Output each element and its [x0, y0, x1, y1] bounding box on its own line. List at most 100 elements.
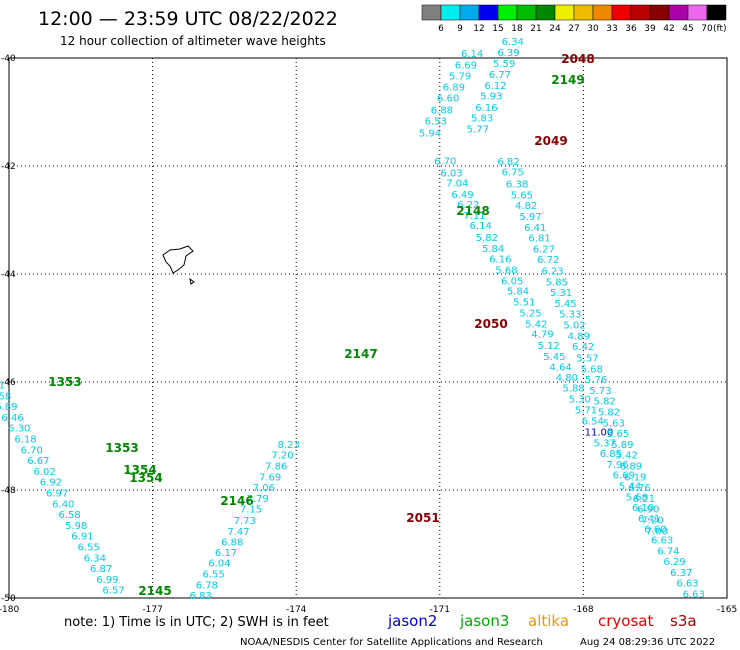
scale-swatch: [706, 4, 727, 21]
pass-label: 2050: [474, 317, 507, 331]
wave-height-point: 5.44: [619, 481, 641, 492]
wave-height-point: 5.82: [594, 397, 616, 408]
scale-label: 6: [438, 24, 444, 34]
wave-height-point: 11.00: [585, 427, 614, 438]
scale-label: 27: [568, 24, 579, 34]
grid-lines: [9, 58, 727, 598]
wave-height-point: 7.69: [259, 472, 281, 483]
wave-height-point: 6.03: [440, 168, 462, 179]
wave-height-point: 6.34: [84, 553, 106, 564]
wave-height-point: 5.51: [513, 297, 535, 308]
wave-height-point: 6.58: [0, 391, 11, 402]
scale-label: 12: [473, 24, 484, 34]
wave-height-point: 6.83: [190, 591, 212, 602]
x-tick-label: -165: [717, 605, 737, 615]
scale-swatch: [554, 4, 575, 21]
y-tick-label: -40: [1, 54, 16, 64]
wave-height-point: 7.79: [246, 494, 268, 505]
satellite-legend-item: s3a: [670, 612, 697, 630]
wave-height-point: 6.57: [102, 586, 124, 597]
x-tick-label: -168: [573, 605, 594, 615]
wave-height-point: 6.58: [58, 510, 80, 521]
wave-height-point: 6.70: [21, 445, 43, 456]
x-tick-label: -171: [430, 605, 450, 615]
satellite-legend-item: cryosat: [598, 612, 653, 630]
wave-height-point: 6.89: [443, 82, 465, 93]
wave-height-point: 6.14: [461, 49, 483, 60]
wave-height-point: 5.93: [480, 92, 502, 103]
pass-labels: 2048 2149 2049 2148 2050 2147 2146 2051 2145 1353…: [48, 52, 594, 598]
wave-height-point: 5.82: [598, 407, 620, 418]
wave-height-point: 5.94: [419, 128, 441, 139]
wave-height-point: 6.88: [431, 106, 453, 117]
wave-height-point: 6.53: [425, 116, 447, 127]
scale-swatch: [592, 4, 613, 21]
wave-height-point: 6.05: [501, 276, 523, 287]
wave-height-point: 7.86: [265, 461, 287, 472]
pass-label: 2148: [456, 204, 489, 218]
scale-swatch: [649, 4, 670, 21]
wave-height-point: 6.10: [632, 503, 654, 514]
wave-height-point: 6.14: [470, 221, 492, 232]
wave-height-point: 5.42: [525, 319, 547, 330]
wave-height-point: 5.84: [482, 244, 504, 255]
footer-note: note: 1) Time is in UTC; 2) SWH is in fe…: [64, 615, 329, 630]
scale-unit: (ft): [713, 24, 727, 34]
wave-height-point: 6.38: [506, 180, 528, 191]
chart-title: 12:00 — 23:59 UTC 08/22/2022: [38, 8, 338, 30]
wave-height-point: 6.30: [8, 424, 30, 435]
wave-height-point: 5.31: [550, 288, 572, 299]
scale-swatch: [630, 4, 651, 21]
wave-height-point: 5.65: [607, 429, 629, 440]
scale-swatch: [440, 4, 461, 21]
wave-height-point: 5.02: [563, 321, 585, 332]
scale-label: 18: [511, 24, 523, 34]
scale-label: 42: [663, 24, 674, 34]
satellite-legend-item: jason2: [387, 612, 437, 630]
wave-height-point: 5.12: [538, 341, 560, 352]
wave-height-point: 5.76: [585, 375, 607, 386]
wave-height-point: 6.70: [434, 156, 456, 167]
scale-swatch: [421, 4, 442, 21]
wave-height-point: 6.17: [215, 548, 237, 559]
y-tick-label: -48: [1, 486, 16, 496]
y-tick-label: -42: [1, 162, 16, 172]
wave-height-point: 6.77: [489, 70, 511, 81]
data-points: 6.706.037.046.496.227.116.145.825.846.16…: [0, 37, 705, 602]
pass-label: 2149: [551, 73, 584, 87]
wave-height-point: 5.63: [603, 418, 625, 429]
wave-height-point: 5.25: [519, 309, 541, 320]
wave-height-point: 5.85: [546, 277, 568, 288]
pass-label: 1354: [129, 471, 162, 485]
wave-height-point: 6.55: [78, 542, 100, 553]
wave-height-point: 7.20: [641, 515, 663, 526]
wave-height-point: 5.79: [449, 72, 471, 83]
wave-height-point: 6.63: [683, 589, 705, 600]
wave-height-point: 6.69: [455, 60, 477, 71]
island-outline: [162, 245, 195, 285]
scale-label: 39: [644, 24, 656, 34]
wave-height-point: 6.46: [1, 413, 23, 424]
wave-height-point: 6.18: [14, 434, 36, 445]
wave-height-point: 6.55: [202, 569, 224, 580]
wave-height-point: 5.73: [589, 386, 611, 397]
footer-credit: NOAA/NESDIS Center for Satellite Applica…: [240, 637, 543, 648]
wave-height-point: 5.68: [626, 492, 648, 503]
scale-swatch: [611, 4, 632, 21]
wave-height-point: 6.91: [71, 532, 93, 543]
wave-height-point: 5.88: [562, 384, 584, 395]
chart-subtitle: 12 hour collection of altimeter wave hei…: [60, 34, 326, 48]
x-tick-label: -180: [0, 605, 19, 615]
wave-height-point: 5.77: [467, 125, 489, 136]
scale-label: 70: [701, 24, 713, 34]
wave-height-point: 6.63: [651, 535, 673, 546]
wave-height-point: 5.82: [476, 233, 498, 244]
wave-height-point: 6.85: [600, 449, 622, 460]
wave-height-point: 6.54: [582, 417, 604, 428]
scale-label: 24: [549, 24, 561, 34]
wave-height-point: 5.71: [575, 405, 597, 416]
pass-label: 2048: [561, 52, 594, 66]
scale-swatch: [535, 4, 556, 21]
wave-height-point: 6.92: [40, 478, 62, 489]
wave-height-point: 5.45: [554, 299, 576, 310]
